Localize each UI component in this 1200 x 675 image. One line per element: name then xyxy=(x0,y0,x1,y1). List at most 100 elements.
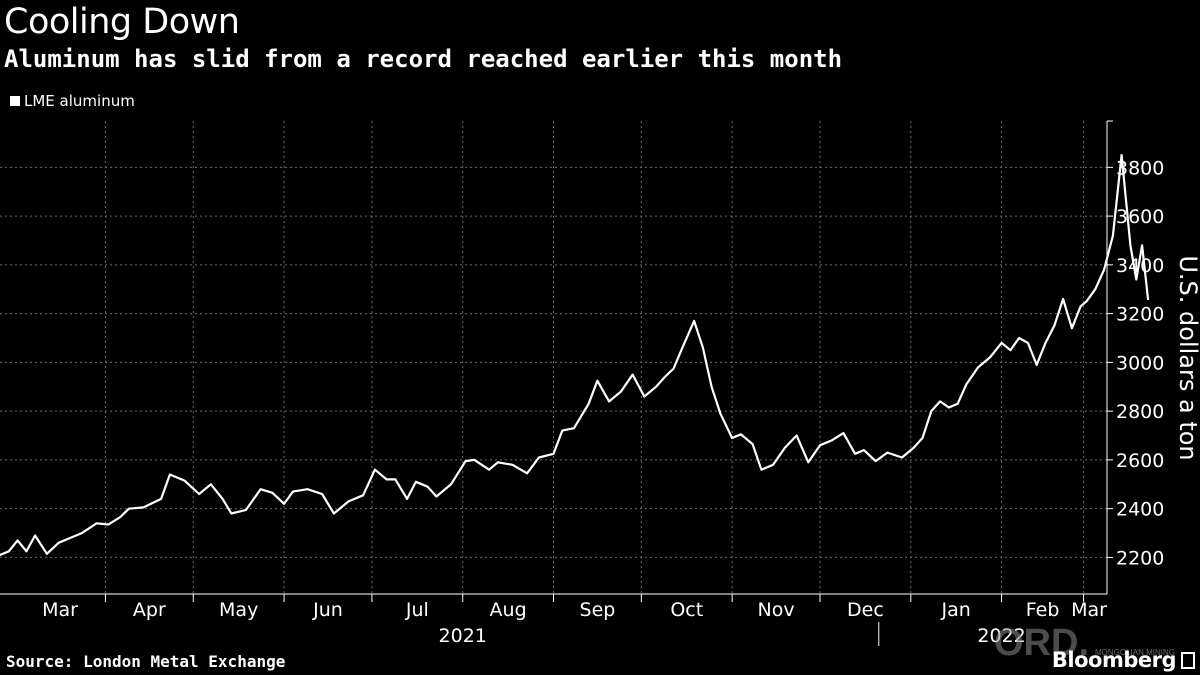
data-point xyxy=(17,539,19,542)
data-point xyxy=(406,498,408,500)
data-point xyxy=(1141,244,1143,246)
chart-subtitle: Aluminum has slid from a record reached … xyxy=(4,45,843,73)
data-point xyxy=(863,449,865,451)
data-point xyxy=(807,461,809,463)
data-point xyxy=(169,473,171,476)
legend-swatch-icon xyxy=(10,96,20,106)
data-point xyxy=(989,356,991,359)
data-point xyxy=(664,376,666,378)
data-point xyxy=(1112,235,1114,237)
x-tick-label: Mar xyxy=(42,599,78,621)
y-axis-label: U.S. dollars a ton xyxy=(1174,255,1200,461)
data-point xyxy=(119,516,121,518)
data-point xyxy=(66,538,68,540)
data-point xyxy=(1053,325,1055,327)
data-point xyxy=(977,366,979,368)
data-point xyxy=(573,427,575,429)
data-point xyxy=(333,512,335,515)
data-point xyxy=(731,437,733,439)
data-point xyxy=(58,542,60,544)
legend-label: LME aluminum xyxy=(24,92,135,110)
data-point xyxy=(128,508,130,510)
source-note: Source: London Metal Exchange xyxy=(6,652,286,671)
data-point xyxy=(1018,337,1020,339)
x-tick-label: Jun xyxy=(312,599,343,621)
x-tick-label: Oct xyxy=(670,599,703,621)
x-tick-label: Jan xyxy=(941,599,971,621)
data-point xyxy=(1071,327,1073,329)
x-tick-label: May xyxy=(219,599,258,621)
brand-logo: Bloomberg xyxy=(1051,648,1177,672)
data-point xyxy=(538,456,540,459)
data-point xyxy=(1121,154,1123,156)
data-point xyxy=(854,453,856,455)
data-point xyxy=(620,391,622,393)
data-point xyxy=(643,395,645,398)
data-point xyxy=(632,374,634,376)
data-point xyxy=(394,478,396,480)
data-point xyxy=(930,410,932,412)
y-tick-label: 2400 xyxy=(1116,499,1164,521)
data-point xyxy=(552,453,555,455)
data-point xyxy=(1080,305,1082,307)
data-point xyxy=(511,464,514,466)
data-point xyxy=(719,413,722,415)
data-point xyxy=(46,553,48,555)
data-point xyxy=(427,486,429,488)
data-point xyxy=(702,347,704,349)
data-point xyxy=(415,481,417,483)
data-point xyxy=(271,492,273,494)
data-point xyxy=(526,472,528,474)
x-tick-label: Dec xyxy=(847,599,884,621)
data-point xyxy=(96,522,98,524)
data-point xyxy=(198,493,200,495)
data-point xyxy=(1036,364,1038,366)
data-point xyxy=(435,495,437,498)
data-point xyxy=(965,383,968,385)
data-point xyxy=(210,483,212,485)
watermark-logo-icon: ORD. xyxy=(994,622,1089,664)
data-point xyxy=(588,403,590,405)
data-point xyxy=(1147,298,1149,300)
data-point xyxy=(693,320,695,322)
data-point xyxy=(81,532,83,534)
grid xyxy=(0,121,1107,594)
x-tick-label: Apr xyxy=(133,599,166,621)
data-point xyxy=(321,493,323,495)
data-point xyxy=(875,460,877,462)
data-point xyxy=(913,447,915,449)
x-tick-label: Aug xyxy=(490,599,527,621)
data-point xyxy=(608,400,610,402)
data-point xyxy=(796,434,798,437)
data-point xyxy=(1129,244,1131,246)
data-point xyxy=(260,488,262,490)
data-point xyxy=(160,498,162,500)
y-tick-label: 3600 xyxy=(1116,206,1164,228)
data-point xyxy=(362,494,364,496)
data-point xyxy=(292,491,294,493)
data-point xyxy=(8,550,10,552)
data-point xyxy=(1062,298,1064,300)
data-point xyxy=(740,433,742,435)
data-point xyxy=(1094,288,1096,290)
data-point xyxy=(655,386,657,388)
data-point xyxy=(25,550,27,552)
axes: 2200 2400 2600 2800 3000 3200 3400 3600 3800 Mar A… xyxy=(0,120,1164,647)
watermark-text: MONGOLIAN MINING xyxy=(1095,647,1176,657)
chart-title: Cooling Down xyxy=(4,2,240,42)
x-tick-label: Nov xyxy=(758,599,795,621)
data-point xyxy=(283,503,285,505)
y-tick-label: 2600 xyxy=(1116,450,1164,472)
data-point xyxy=(1044,342,1047,344)
data-point xyxy=(886,452,889,454)
data-point xyxy=(772,464,774,466)
data-point xyxy=(0,554,1,556)
y-tick-label: 3000 xyxy=(1116,352,1164,374)
data-point xyxy=(1027,342,1029,344)
data-point xyxy=(842,432,845,434)
x-tick-label: Jul xyxy=(405,599,429,621)
data-point xyxy=(488,469,490,471)
y-tick-label: 2800 xyxy=(1116,401,1164,423)
year-label: 2021 xyxy=(439,625,487,647)
data-point xyxy=(142,506,145,508)
